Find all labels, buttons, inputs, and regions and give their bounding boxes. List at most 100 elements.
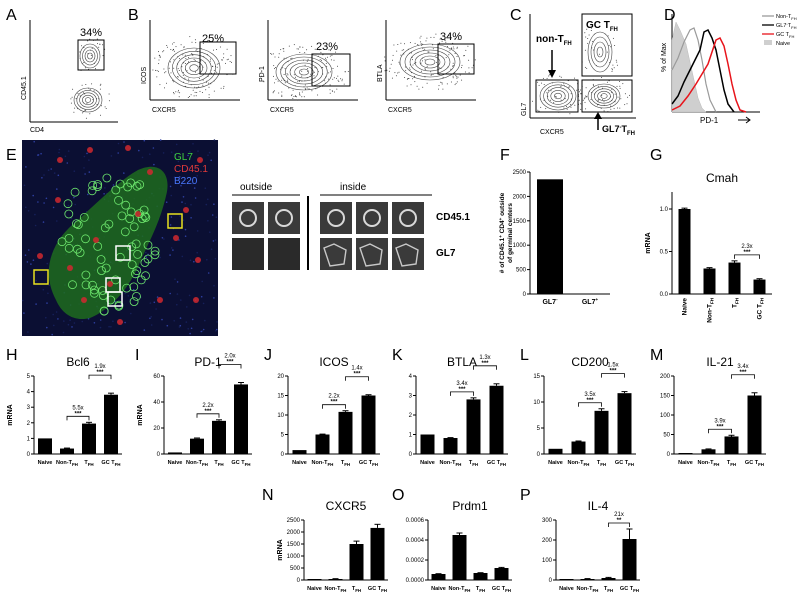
cd45-cell (135, 211, 141, 217)
gc-cell-outline (93, 182, 102, 192)
y-tick-label: 200 (660, 374, 671, 380)
germinal-center-mesh (57, 173, 160, 316)
flow-event (293, 96, 295, 97)
flow-event (560, 86, 562, 88)
flow-event (385, 65, 387, 67)
category-label: Non-TFH (577, 586, 599, 593)
flow-event (159, 55, 161, 57)
flow-event (584, 66, 586, 68)
micrograph-pixel (46, 262, 49, 265)
bar (594, 410, 609, 454)
y-tick-label: 100 (542, 558, 553, 564)
category-label: Non-TFH (325, 586, 347, 593)
flow-event (578, 91, 580, 93)
inset-row-label-gl7: GL7 (436, 248, 456, 259)
flow-event (406, 78, 408, 80)
flow-event (88, 68, 90, 70)
significance-bracket (196, 413, 220, 418)
flow-event (216, 49, 217, 50)
significance-bracket (66, 415, 90, 421)
flow-event (198, 78, 200, 79)
micrograph-pixel (67, 150, 70, 152)
flow-event (553, 102, 555, 104)
gc-cell-outline (97, 266, 106, 276)
flow-event (337, 75, 339, 77)
inset-tile (268, 238, 300, 270)
inset-tiles: outside inside CD45.1 GL7 (232, 182, 470, 270)
flow-event (178, 96, 180, 98)
flow-event (602, 99, 603, 101)
micrograph-pixel (132, 288, 135, 291)
flow-event (333, 91, 335, 93)
flow-event (454, 38, 456, 40)
flow-event (341, 78, 343, 80)
flow-event (624, 104, 626, 106)
y-tick-label: 150 (660, 394, 671, 400)
flow-event (405, 69, 407, 71)
cd45-cell (195, 257, 201, 263)
hist-arrow (738, 116, 751, 124)
flow-contour (82, 94, 94, 106)
micrograph-pixel (117, 152, 119, 154)
inset-gl7-mesh (359, 243, 383, 267)
flow-event (325, 62, 327, 64)
flow-event (89, 88, 91, 90)
micrograph-pixel (26, 261, 29, 263)
flow-event (319, 59, 321, 61)
flow-event (584, 97, 586, 99)
y-tick-label: 1 (27, 436, 31, 442)
y-tick-label: 0.5 (660, 250, 669, 256)
hist-ylabel: % of Max (661, 42, 668, 72)
bar (747, 395, 762, 454)
flow-event (545, 108, 547, 110)
micrograph-pixel (23, 184, 26, 187)
micrograph-pixel (32, 259, 35, 262)
significance-stars: *** (458, 387, 466, 393)
micrograph-pixel (201, 280, 203, 283)
flow-event (108, 93, 110, 95)
micrograph-pixel (103, 193, 105, 195)
flow-b1-gate (199, 41, 237, 75)
flow-event (612, 37, 614, 39)
yellow-box-left (33, 269, 49, 285)
flow-event (411, 52, 412, 54)
panel-letter-e: E (6, 147, 17, 164)
panel-letter-d: D (664, 7, 676, 24)
micrograph-pixel (104, 187, 106, 189)
flow-event (81, 84, 83, 86)
micrograph-pixel (52, 206, 55, 209)
flow-event (560, 76, 562, 78)
inset-gl7-mesh (395, 243, 419, 267)
channel-label-gl7: GL7 (174, 152, 193, 163)
hist-xlabel: PD-1 (700, 116, 719, 125)
flow-event (569, 113, 571, 115)
flow-event (412, 64, 414, 66)
significance-stars: *** (743, 250, 751, 256)
micrograph-pixel (30, 263, 32, 265)
germinal-center-region (48, 166, 168, 320)
bar (190, 438, 204, 454)
gc-cell-outline (101, 263, 111, 273)
flow-event (459, 74, 461, 76)
flow-event (166, 82, 167, 84)
micrograph-pixel (69, 319, 71, 322)
micrograph-pixel (215, 328, 218, 331)
chart-title: BTLA (447, 355, 477, 369)
category-label: Non-TFH (312, 460, 334, 467)
y-tick-label: 3 (27, 405, 31, 411)
micrograph-pixel (55, 311, 58, 313)
flow-event (435, 61, 437, 63)
micrograph-pixel (112, 184, 115, 186)
flow-contour (73, 87, 103, 113)
flow-event (613, 108, 615, 110)
flow-contour (590, 86, 618, 106)
bar (420, 434, 435, 454)
inset-cell-ring (399, 209, 417, 227)
gc-cell-outline (139, 205, 149, 215)
category-label: TFH (214, 460, 223, 467)
flow-contour (172, 50, 217, 86)
flow-event (71, 96, 73, 98)
cd45-cell (87, 147, 93, 153)
flow-event (607, 35, 609, 37)
bar (494, 568, 509, 580)
